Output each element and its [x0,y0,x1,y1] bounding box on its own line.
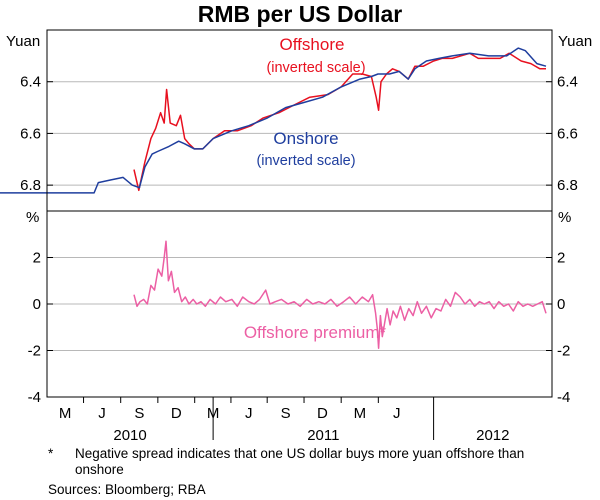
y-tick-label-right: 6.6 [557,125,578,142]
year-label: 2011 [307,427,339,444]
x-tick-label: S [281,405,291,422]
y-tick-label-right: 6.8 [557,177,578,194]
plot-frame [46,29,553,398]
y-tick-label-left: -4 [28,389,41,406]
year-label: 2010 [113,427,146,444]
series-layer [0,47,547,349]
y-tick-label-left: 0 [33,296,41,313]
top-unit-label-left: Yuan [6,33,40,50]
x-tick-label: D [317,405,328,422]
sources-note: Sources: Bloomberg; RBA [48,482,206,497]
bottom-unit-label-left: % [26,209,39,226]
year-label: 2012 [476,427,509,444]
y-tick-label-left: 6.4 [20,74,41,91]
offshore-premium-series-label: Offshore premium* [244,323,387,342]
bottom-unit-label-right: % [558,209,571,226]
offshore-series-sublabel: (inverted scale) [266,60,365,76]
top-unit-label-right: Yuan [558,33,592,50]
onshore-line [0,47,547,194]
y-tick-label-right: -4 [557,389,570,406]
x-tick-label: D [171,405,182,422]
onshore-series-sublabel: (inverted scale) [256,153,355,169]
x-tick-label: J [98,405,106,422]
y-tick-label-left: 6.6 [20,125,41,142]
onshore-series-label: Onshore [273,129,338,148]
footnote-text: Negative spread indicates that one US do… [75,446,525,477]
offshore-series-label: Offshore [280,35,345,54]
x-tick-label: M [354,405,367,422]
y-axis-ticks: 6.4 6.4 6.6 6.6 6.8 6.8 -4 -4 -2 -2 0 0 2 2 [20,74,578,406]
y-tick-label-left: -2 [28,343,41,360]
y-tick-label-right: -2 [557,343,570,360]
x-tick-label: S [134,405,144,422]
y-tick-label-right: 0 [557,296,565,313]
x-tick-label: J [245,405,253,422]
offshore-premium-line [133,240,547,349]
chart-title: RMB per US Dollar [198,1,403,27]
y-tick-label-left: 2 [33,250,41,267]
y-tick-label-right: 6.4 [557,74,578,91]
y-tick-label-left: 6.8 [20,177,41,194]
x-tick-label: M [59,405,72,422]
footnote-marker: * [48,446,54,461]
x-tick-label: J [393,405,401,422]
y-tick-label-right: 2 [557,250,565,267]
